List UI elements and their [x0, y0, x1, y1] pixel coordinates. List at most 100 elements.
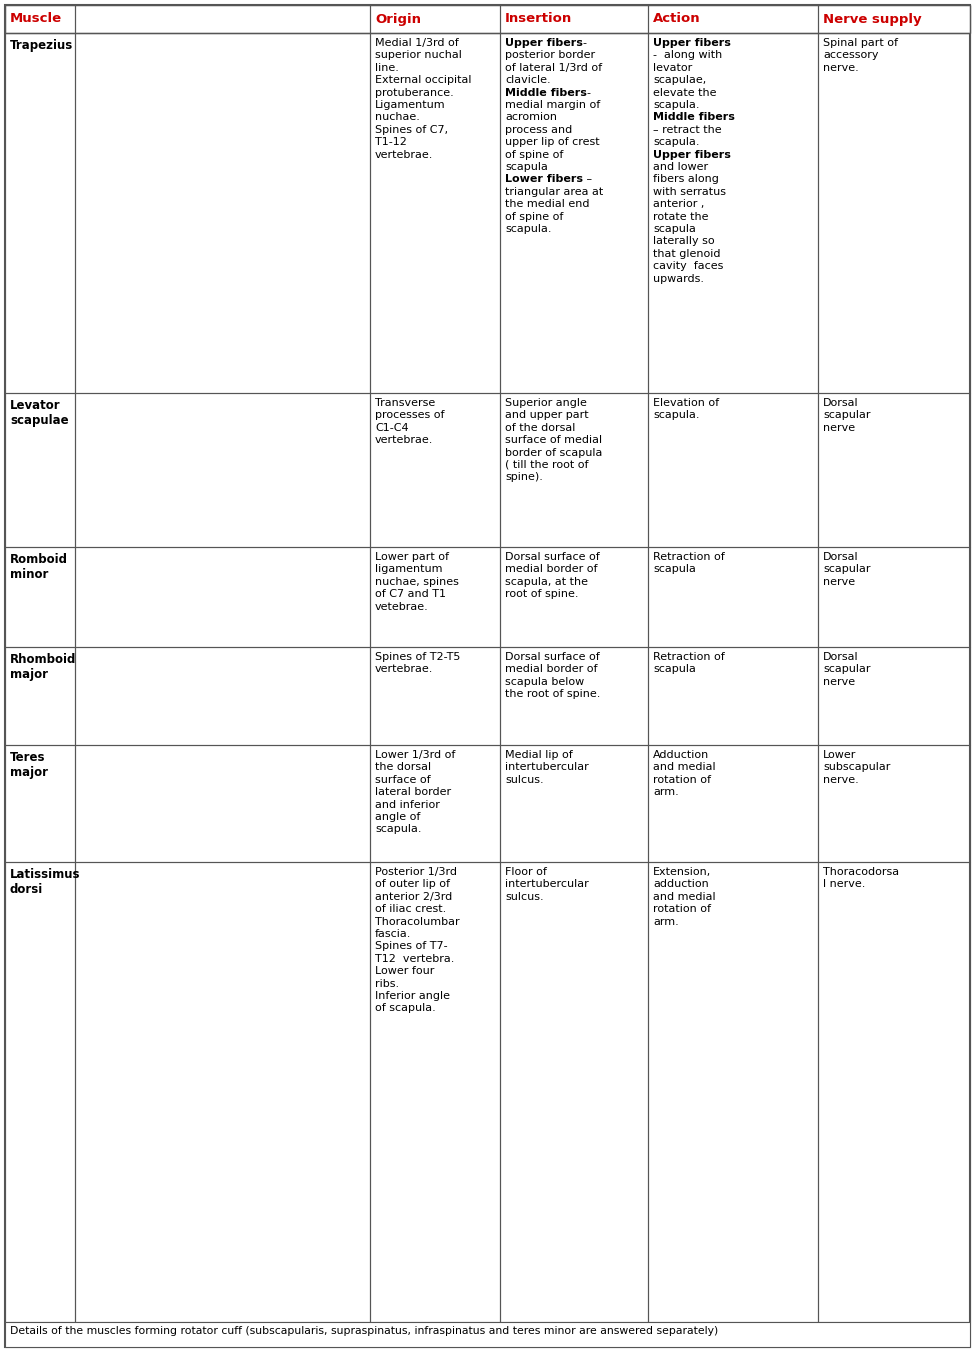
Text: Spines of T2-T5: Spines of T2-T5 — [375, 652, 460, 661]
Text: Levator
scapulae: Levator scapulae — [10, 399, 68, 426]
Text: laterally so: laterally so — [653, 236, 715, 246]
Bar — [5, 392, 75, 547]
Text: nerve: nerve — [823, 676, 855, 687]
Text: Posterior 1/3rd: Posterior 1/3rd — [375, 866, 457, 877]
Text: Retraction of: Retraction of — [653, 551, 724, 562]
Text: elevate the: elevate the — [653, 88, 717, 98]
Text: upwards.: upwards. — [653, 273, 704, 284]
Text: protuberance.: protuberance. — [375, 88, 453, 98]
Text: process and: process and — [505, 125, 572, 134]
Text: surface of: surface of — [375, 775, 431, 785]
Text: ligamentum: ligamentum — [375, 565, 443, 574]
Text: vertebrae.: vertebrae. — [375, 435, 433, 445]
Bar — [5, 33, 75, 392]
Text: Spines of C7,: Spines of C7, — [375, 125, 448, 134]
Bar — [370, 33, 500, 392]
Text: lateral border: lateral border — [375, 788, 451, 797]
Text: Thoracolumbar: Thoracolumbar — [375, 917, 459, 926]
Text: Inferior angle: Inferior angle — [375, 991, 450, 1001]
Text: levator: levator — [653, 62, 692, 73]
Bar — [370, 392, 500, 547]
Text: External occipital: External occipital — [375, 75, 472, 86]
Text: posterior border: posterior border — [505, 50, 595, 60]
Text: Rhomboid
major: Rhomboid major — [10, 653, 76, 680]
Bar — [818, 392, 970, 547]
Bar — [818, 5, 970, 33]
Text: scapular: scapular — [823, 410, 871, 421]
Text: Upper fibers: Upper fibers — [653, 38, 731, 48]
Text: Origin: Origin — [375, 12, 421, 26]
Bar — [5, 547, 75, 646]
Bar — [75, 5, 370, 33]
Bar — [370, 646, 500, 746]
Bar — [75, 862, 370, 1321]
Text: surface of medial: surface of medial — [505, 435, 603, 445]
Text: the dorsal: the dorsal — [375, 762, 431, 773]
Text: Muscle: Muscle — [10, 12, 62, 26]
Text: rotation of: rotation of — [653, 904, 711, 914]
Text: Medial lip of: Medial lip of — [505, 750, 572, 760]
Text: clavicle.: clavicle. — [505, 75, 551, 86]
Text: line.: line. — [375, 62, 399, 73]
Text: of iliac crest.: of iliac crest. — [375, 904, 447, 914]
Text: Middle fibers: Middle fibers — [505, 88, 587, 98]
Text: scapula: scapula — [653, 664, 696, 675]
Bar — [5, 746, 75, 862]
Bar — [5, 5, 970, 33]
Bar — [500, 746, 648, 862]
Text: superior nuchal: superior nuchal — [375, 50, 462, 60]
Text: – retract the: – retract the — [653, 125, 722, 134]
Text: ( till the root of: ( till the root of — [505, 460, 589, 470]
Text: with serratus: with serratus — [653, 187, 726, 197]
Text: root of spine.: root of spine. — [505, 589, 578, 599]
Text: and lower: and lower — [653, 162, 708, 172]
Text: upper lip of crest: upper lip of crest — [505, 137, 600, 147]
Text: scapular: scapular — [823, 565, 871, 574]
Text: Trapezius: Trapezius — [10, 39, 73, 52]
Text: Extension,: Extension, — [653, 866, 711, 877]
Bar — [648, 646, 818, 746]
Text: of C7 and T1: of C7 and T1 — [375, 589, 446, 599]
Text: medial border of: medial border of — [505, 565, 598, 574]
Text: Insertion: Insertion — [505, 12, 572, 26]
Text: vertebrae.: vertebrae. — [375, 664, 433, 675]
Text: scapula: scapula — [653, 565, 696, 574]
Text: Spines of T7-: Spines of T7- — [375, 941, 448, 952]
Bar — [75, 392, 370, 547]
Text: intertubercular: intertubercular — [505, 880, 589, 889]
Text: Latissimus
dorsi: Latissimus dorsi — [10, 868, 81, 896]
Text: sulcus.: sulcus. — [505, 775, 544, 785]
Text: rotation of: rotation of — [653, 775, 711, 785]
Text: l nerve.: l nerve. — [823, 880, 866, 889]
Text: nuchae, spines: nuchae, spines — [375, 577, 459, 587]
Text: Lower fibers: Lower fibers — [505, 174, 583, 185]
Text: adduction: adduction — [653, 880, 709, 889]
Bar — [75, 547, 370, 646]
Text: anterior 2/3rd: anterior 2/3rd — [375, 892, 452, 902]
Text: Dorsal: Dorsal — [823, 398, 859, 407]
Text: Lower four: Lower four — [375, 966, 435, 976]
Text: and upper part: and upper part — [505, 410, 589, 421]
Text: triangular area at: triangular area at — [505, 187, 604, 197]
Text: processes of: processes of — [375, 410, 445, 421]
Bar — [818, 646, 970, 746]
Text: and inferior: and inferior — [375, 800, 440, 809]
Bar — [75, 746, 370, 862]
Bar — [648, 547, 818, 646]
Text: of spine of: of spine of — [505, 149, 564, 160]
Text: Teres
major: Teres major — [10, 751, 48, 779]
Text: Medial 1/3rd of: Medial 1/3rd of — [375, 38, 459, 48]
Bar — [648, 862, 818, 1321]
Text: of spine of: of spine of — [505, 212, 564, 221]
Text: Dorsal surface of: Dorsal surface of — [505, 551, 600, 562]
Text: medial margin of: medial margin of — [505, 100, 601, 110]
Bar — [500, 862, 648, 1321]
Text: nerve: nerve — [823, 422, 855, 433]
Text: border of scapula: border of scapula — [505, 448, 603, 458]
Text: cavity  faces: cavity faces — [653, 261, 723, 272]
Text: of the dorsal: of the dorsal — [505, 422, 575, 433]
Bar — [500, 5, 648, 33]
Bar — [370, 5, 500, 33]
Text: Upper fibers: Upper fibers — [505, 38, 583, 48]
Bar — [500, 33, 648, 392]
